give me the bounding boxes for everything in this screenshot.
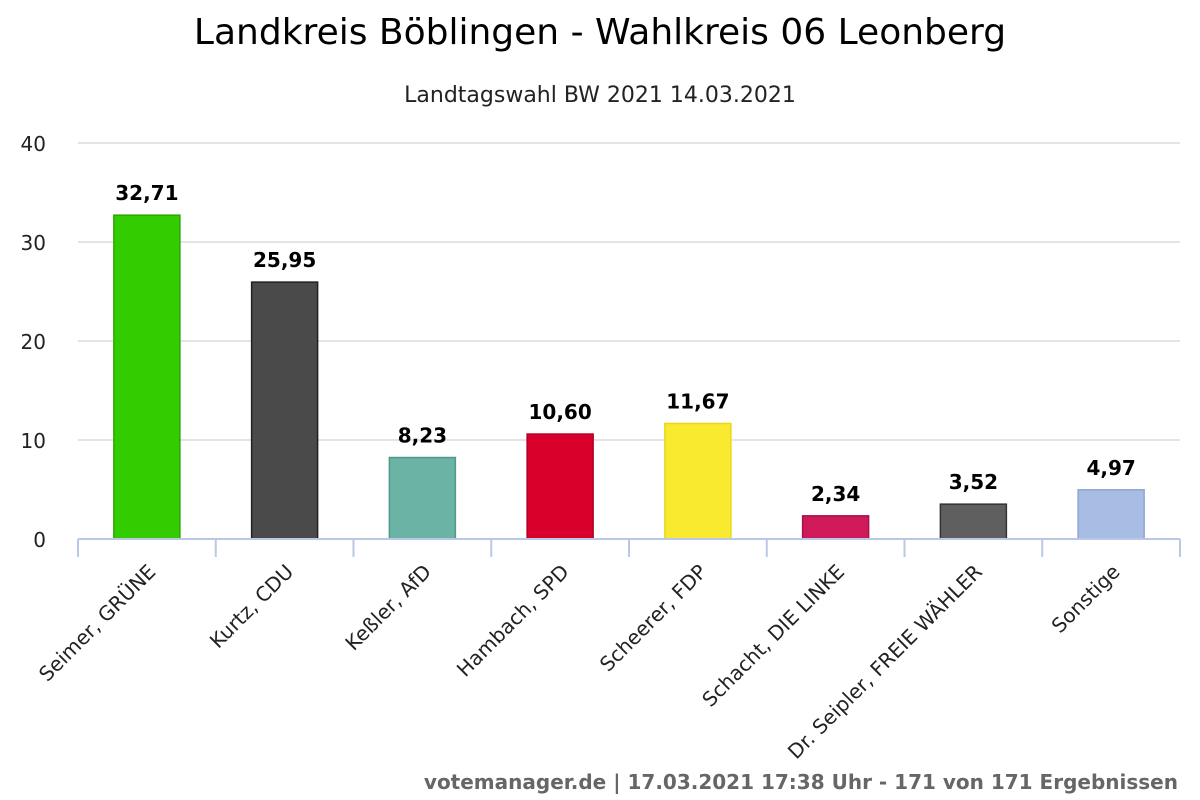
bar[interactable] [664, 422, 732, 540]
x-tick-label: Keßler, AfD [340, 560, 436, 656]
credits-text[interactable]: votemanager.de | 17.03.2021 17:38 Uhr - … [423, 770, 1178, 794]
y-tick-label: 0 [33, 528, 46, 552]
bar[interactable] [801, 515, 870, 540]
chart-subtitle: Landtagswahl BW 2021 14.03.2021 [404, 83, 796, 108]
y-tick-label: 30 [21, 231, 46, 255]
data-label: 32,71 [115, 181, 178, 205]
grid-layer [78, 142, 1180, 441]
bar[interactable] [113, 214, 181, 540]
bar[interactable] [1077, 489, 1145, 540]
x-tick-label: Seimer, GRÜNE [34, 560, 161, 687]
data-label: 3,52 [949, 470, 998, 494]
x-tick-label: Kurtz, CDU [205, 560, 298, 653]
data-label: 10,60 [528, 400, 591, 424]
x-tick-label: Scheerer, FDP [595, 560, 712, 677]
y-axis: 0 10 20 30 40 [21, 132, 46, 552]
data-label: 25,95 [253, 248, 316, 272]
bar[interactable] [526, 433, 594, 540]
y-tick-label: 20 [21, 330, 46, 354]
bar[interactable] [250, 281, 319, 540]
x-axis [77, 538, 1181, 557]
x-tick-label: Sonstige [1047, 560, 1125, 638]
x-tick-labels: Seimer, GRÜNE Kurtz, CDU Keßler, AfD Hambac… [34, 559, 1125, 763]
data-labels: 32,71 25,95 8,23 10,60 11,67 2,34 3,52 4,97 [115, 181, 1136, 506]
data-label: 11,67 [666, 389, 729, 413]
data-label: 8,23 [398, 424, 447, 448]
x-tick-label: Schacht, DIE LINKE [697, 560, 849, 712]
data-label: 4,97 [1086, 456, 1135, 480]
y-tick-label: 10 [21, 429, 46, 453]
chart-title: Landkreis Böblingen - Wahlkreis 06 Leonb… [193, 12, 1007, 53]
bar[interactable] [939, 503, 1008, 540]
x-tick-label: Hambach, SPD [452, 560, 574, 682]
y-tick-label: 40 [21, 132, 46, 156]
data-label: 2,34 [811, 482, 860, 506]
bar[interactable] [388, 456, 457, 540]
